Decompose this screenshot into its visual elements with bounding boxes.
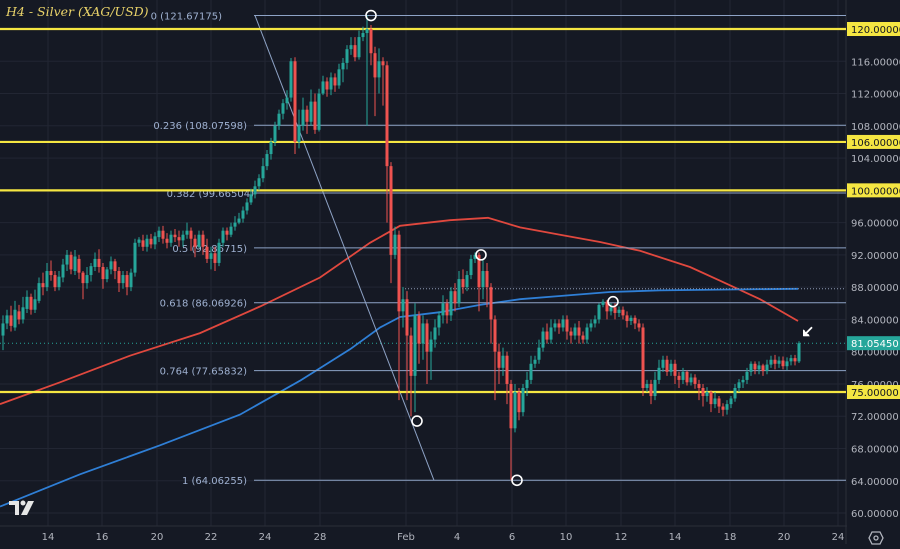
key-level-price-tag bbox=[847, 22, 900, 36]
price-tick-label: 68.00000 bbox=[851, 444, 899, 455]
key-level-price-label: 100.00000 bbox=[851, 186, 900, 197]
time-tick-label: 4 bbox=[454, 532, 460, 543]
swing-marker-circle bbox=[607, 295, 619, 308]
price-tick-label: 116.00000 bbox=[851, 57, 900, 68]
time-tick-label: 10 bbox=[560, 532, 573, 543]
fib-level-label: 0.236 (108.07598) bbox=[153, 121, 247, 132]
time-tick-label: 14 bbox=[42, 532, 55, 543]
price-tick-label: 60.00000 bbox=[851, 509, 899, 520]
time-tick-label: 16 bbox=[96, 532, 109, 543]
key-level-price-label: 75.00000 bbox=[851, 388, 899, 399]
price-tick-label: 80.00000 bbox=[851, 348, 899, 359]
price-tick-label: 72.00000 bbox=[851, 412, 899, 423]
price-tick-label: 88.00000 bbox=[851, 283, 899, 294]
time-tick-label: 6 bbox=[509, 532, 515, 543]
time-tick-label: 22 bbox=[205, 532, 218, 543]
key-level-price-label: 106.00000 bbox=[851, 138, 900, 149]
price-tick-label: 64.00000 bbox=[851, 477, 899, 488]
fib-level-label: 1 (64.06255) bbox=[182, 476, 247, 487]
fib-level-label: 0.382 (99.66504) bbox=[167, 189, 254, 200]
chart-title: H4 - Silver (XAG/USD) bbox=[6, 4, 149, 19]
fib-level-label: 0.5 (92.86715) bbox=[172, 244, 247, 255]
time-tick-label: Feb bbox=[397, 532, 415, 543]
time-tick-label: 20 bbox=[151, 532, 164, 543]
key-level-price-tag bbox=[847, 183, 900, 198]
fib-level-label: 0.764 (77.65832) bbox=[160, 367, 247, 378]
time-tick-label: 24 bbox=[832, 532, 845, 543]
key-level-price-label: 120.00000 bbox=[851, 25, 900, 36]
chart-settings-icon[interactable] bbox=[868, 530, 884, 545]
ma-blue-line bbox=[0, 287, 799, 508]
last-price-label: 81.05450 bbox=[851, 339, 899, 350]
time-tick-label: 14 bbox=[669, 532, 682, 543]
time-tick-label: 20 bbox=[778, 532, 791, 543]
fib-level-label: 0 (121.67175) bbox=[151, 12, 223, 23]
key-level-price-tag bbox=[847, 134, 900, 149]
time-tick-label: 28 bbox=[314, 532, 327, 543]
key-level-price-tag bbox=[847, 385, 900, 400]
swing-marker-circle bbox=[365, 9, 377, 22]
swing-marker-circle bbox=[511, 474, 523, 487]
price-tick-label: 96.00000 bbox=[851, 219, 899, 230]
swing-markers bbox=[365, 9, 813, 487]
price-axis[interactable]: 116.00000 112.00000 108.00000 104.00000 96.0… bbox=[847, 0, 900, 544]
moving-averages bbox=[0, 216, 799, 508]
tradingview-logo-icon bbox=[9, 500, 35, 516]
price-tick-label: 84.00000 bbox=[851, 315, 899, 326]
swing-marker-circle bbox=[475, 249, 487, 261]
candlestick-series bbox=[1, 15, 801, 481]
fibonacci-retracement[interactable]: 0 (121.67175) 0.236 (108.07598) 0.382 (99.… bbox=[0, 12, 846, 488]
price-tick-label: 108.00000 bbox=[851, 122, 900, 133]
price-tick-label: 104.00000 bbox=[851, 154, 900, 165]
price-tick-label: 112.00000 bbox=[851, 90, 900, 101]
swing-marker-circle bbox=[411, 415, 423, 427]
time-tick-label: 24 bbox=[259, 532, 272, 543]
fib-level-label: 0.618 (86.06926) bbox=[160, 299, 247, 310]
key-horizontal-levels[interactable] bbox=[0, 27, 846, 394]
ma-red-line bbox=[0, 216, 799, 405]
time-axis[interactable]: 14 16 20 22 24 28 Feb 4 6 10 12 14 18 20 24 bbox=[42, 532, 845, 543]
time-tick-label: 18 bbox=[724, 532, 737, 543]
last-price-tag bbox=[847, 336, 900, 351]
price-tick-label: 92.00000 bbox=[851, 251, 899, 262]
time-tick-label: 12 bbox=[615, 532, 628, 543]
